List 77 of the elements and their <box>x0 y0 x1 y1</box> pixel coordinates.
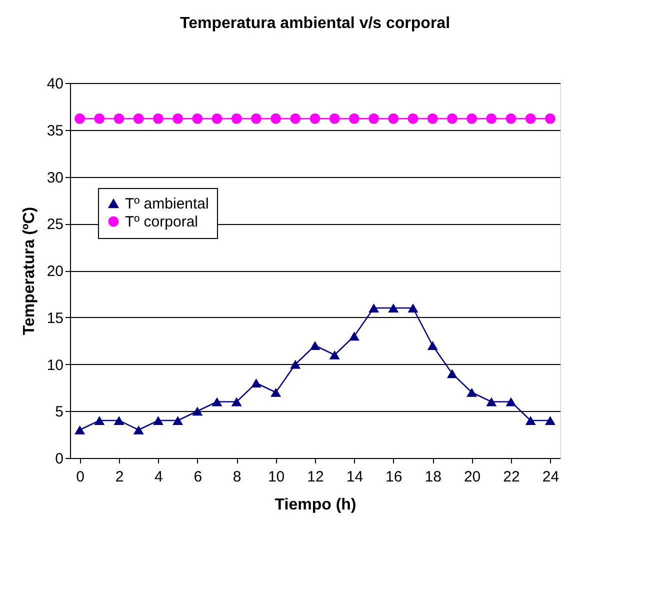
point <box>544 416 556 426</box>
x-tick-label: 18 <box>424 468 442 486</box>
point <box>310 113 320 124</box>
y-tick-label: 20 <box>46 263 64 280</box>
point <box>94 416 105 426</box>
point <box>192 406 203 416</box>
y-tick-label: 40 <box>46 76 64 92</box>
y-tick-label: 15 <box>46 310 64 327</box>
point <box>446 369 458 378</box>
point <box>133 113 144 124</box>
point <box>231 397 242 406</box>
x-tick-label: 0 <box>76 468 84 486</box>
point <box>133 425 144 434</box>
point <box>270 388 282 397</box>
point <box>446 113 458 124</box>
x-tick-label: 16 <box>386 468 402 486</box>
y-tick-label: 25 <box>46 216 64 234</box>
chart-title: Temperatura ambiental v/s corporal <box>180 15 450 32</box>
point <box>427 340 438 350</box>
x-tick-label: 2 <box>115 468 124 486</box>
point <box>270 113 282 124</box>
x-tick-label: 6 <box>194 468 202 486</box>
point <box>525 113 536 124</box>
point <box>250 113 262 124</box>
point <box>74 113 86 124</box>
x-tick-label: 12 <box>307 468 324 486</box>
x-tick-label: 22 <box>503 468 520 486</box>
point <box>74 425 86 434</box>
y-tick-label: 0 <box>55 450 64 468</box>
x-tick-label: 20 <box>464 468 481 486</box>
legend-label: Tº ambiental <box>125 196 209 212</box>
point <box>192 113 203 124</box>
y-tick-label: 30 <box>46 169 64 186</box>
point <box>114 416 124 426</box>
x-tick-label: 10 <box>268 468 285 486</box>
point <box>408 113 418 124</box>
point <box>368 113 380 124</box>
legend-label: Tº corporal <box>125 214 198 230</box>
point <box>329 113 340 124</box>
point <box>348 332 360 341</box>
point <box>486 397 497 406</box>
point <box>231 113 242 124</box>
point <box>172 113 184 124</box>
point <box>408 303 418 313</box>
y-tick-label: 5 <box>55 404 64 421</box>
point <box>310 340 320 350</box>
point <box>212 113 222 124</box>
point <box>348 113 360 124</box>
point <box>212 397 222 406</box>
point <box>486 113 497 124</box>
point <box>388 113 399 124</box>
point <box>506 397 516 406</box>
point <box>152 416 164 426</box>
point <box>525 416 536 426</box>
y-tick-label: 35 <box>46 122 64 140</box>
point <box>250 378 262 388</box>
x-tick-label: 4 <box>154 468 163 486</box>
point <box>114 113 124 124</box>
point <box>544 113 556 124</box>
y-axis-title: Temperatura (ºC) <box>20 206 38 336</box>
x-tick-label: 8 <box>232 468 242 486</box>
point <box>388 303 399 313</box>
point <box>94 113 105 124</box>
point <box>506 113 516 124</box>
y-tick-label: 10 <box>46 356 64 374</box>
point <box>329 350 340 360</box>
x-tick-label: 14 <box>346 468 364 486</box>
point <box>427 113 438 124</box>
point <box>466 388 478 397</box>
x-axis-title: Tiempo (h) <box>274 496 356 514</box>
point <box>152 113 164 124</box>
point <box>466 113 478 124</box>
point <box>290 360 301 369</box>
point <box>172 416 184 426</box>
point <box>290 113 301 124</box>
point <box>368 303 380 313</box>
x-tick-label: 24 <box>542 468 560 486</box>
